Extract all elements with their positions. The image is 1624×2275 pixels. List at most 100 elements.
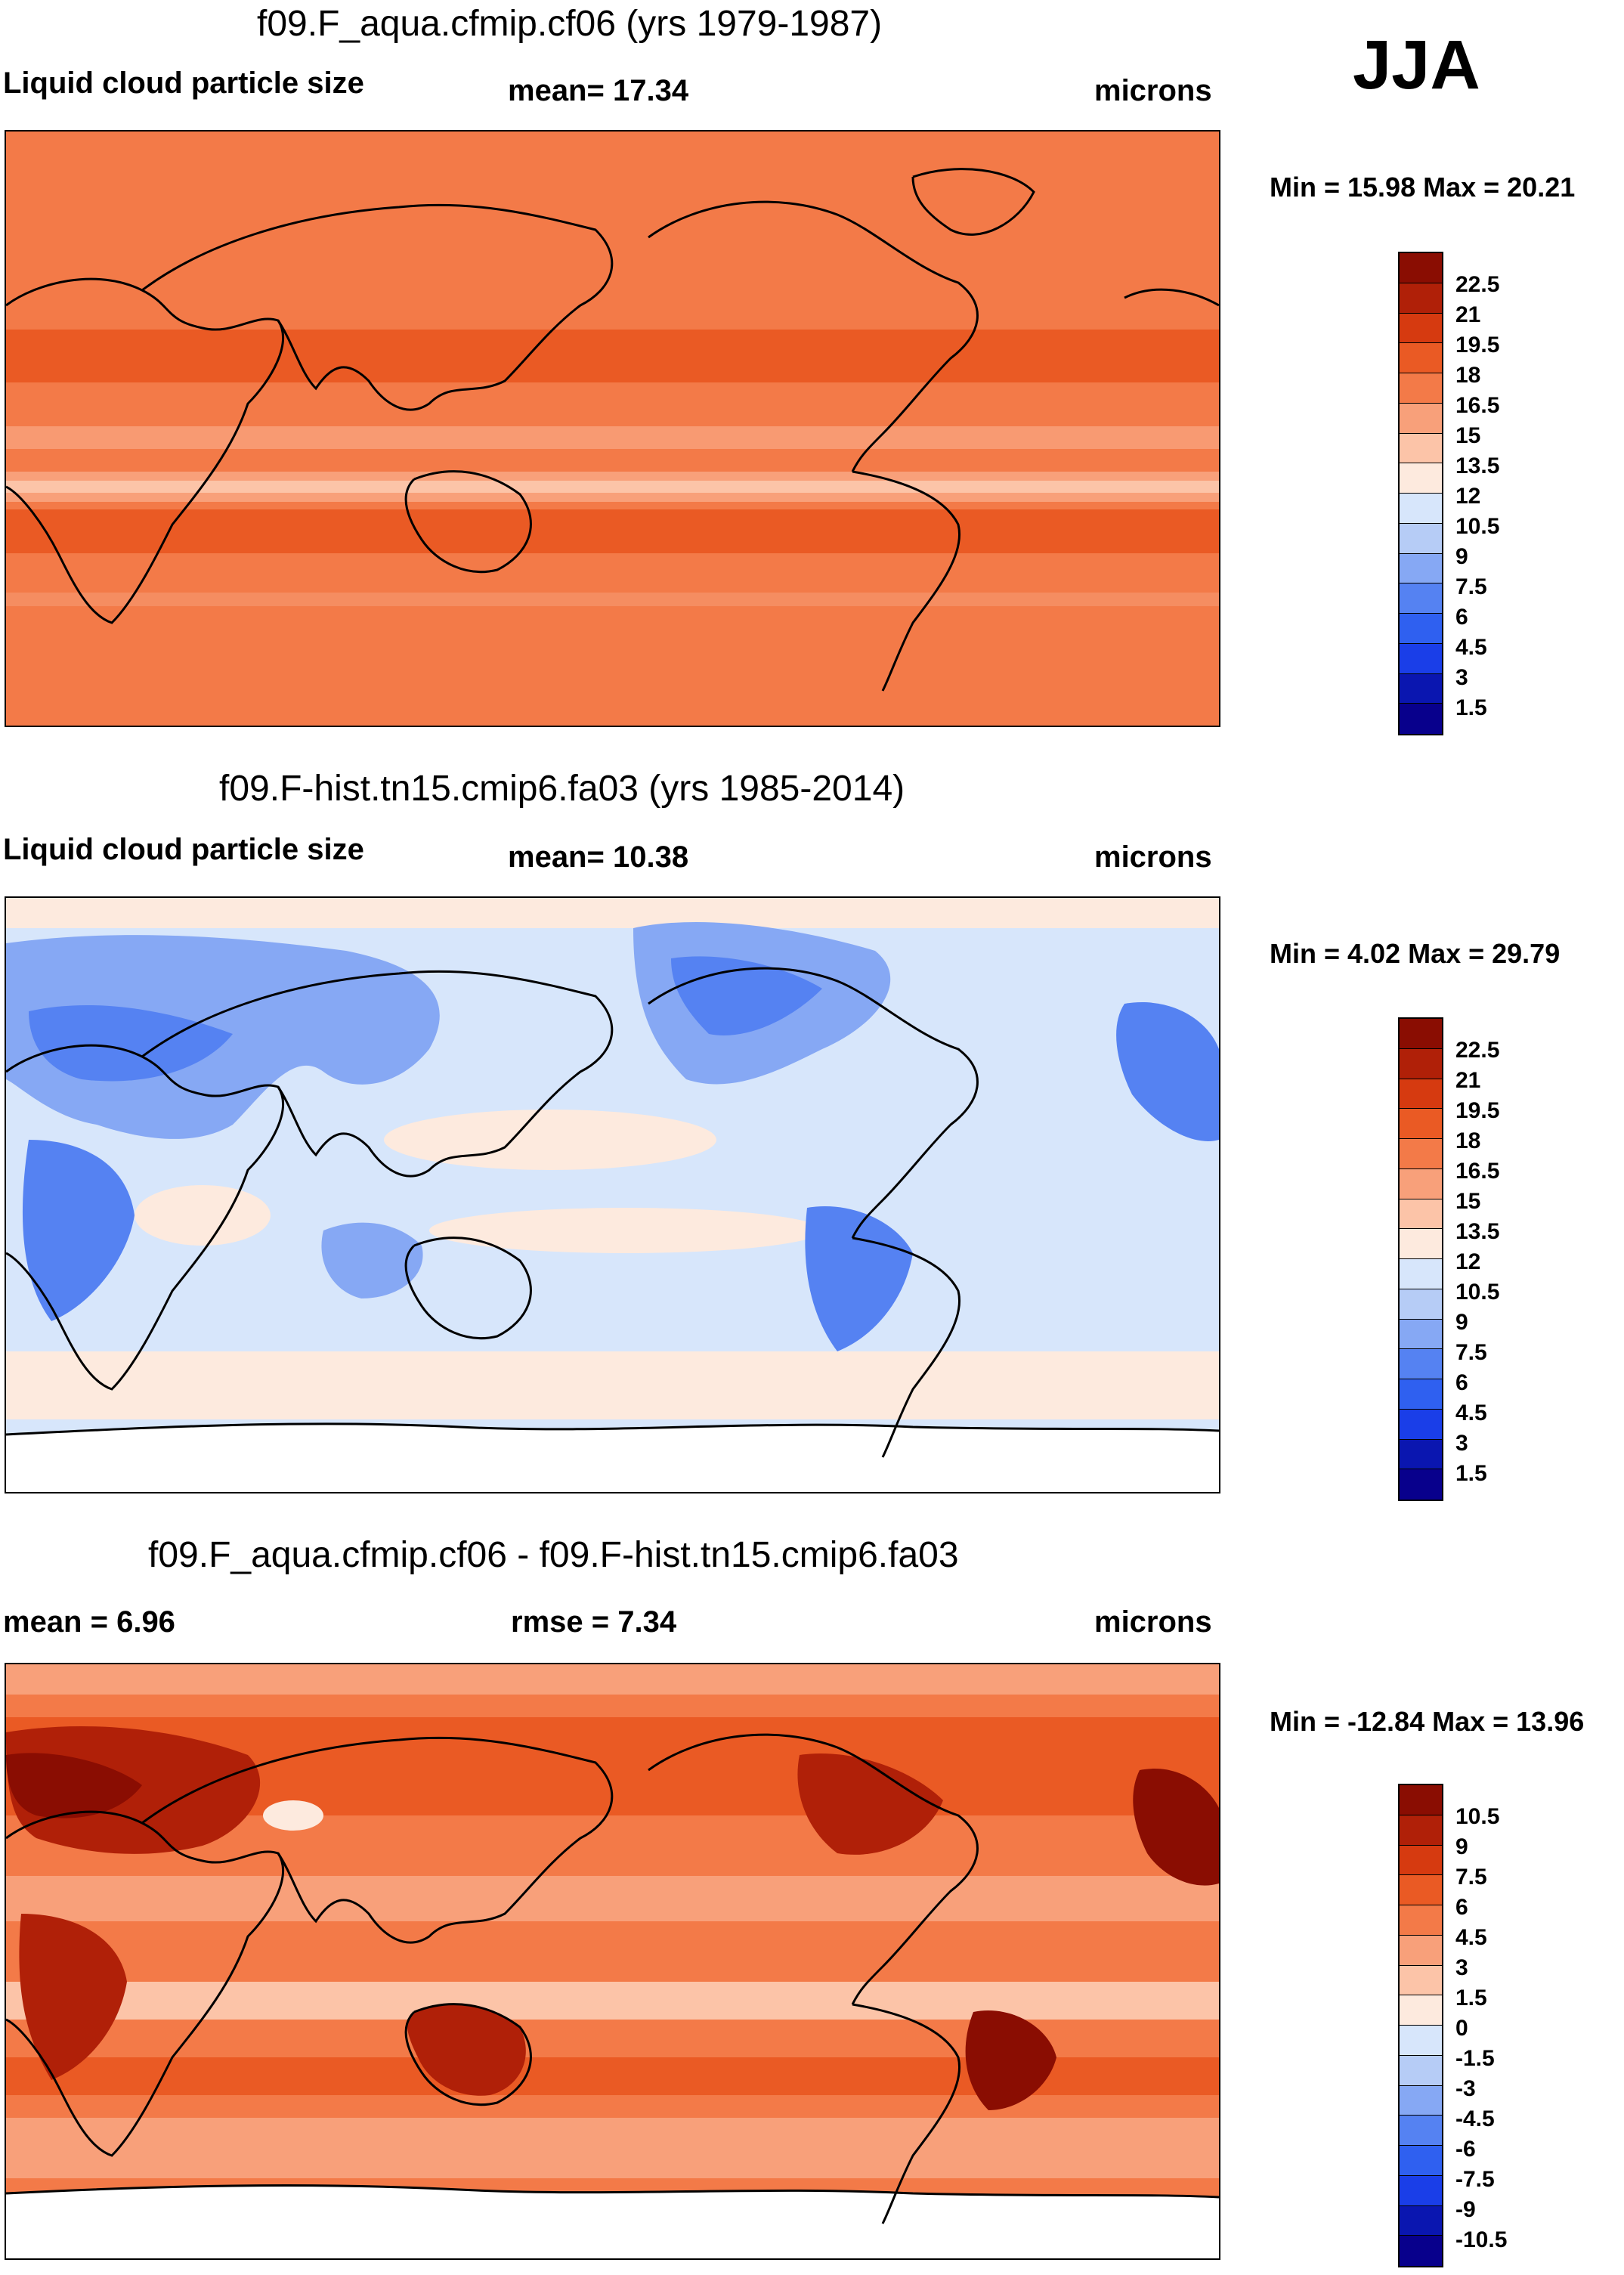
panel-3-coastlines — [6, 1733, 1219, 2224]
panel-1-coast-north-america — [648, 200, 979, 472]
panel-1-colorbar-tick: 7.5 — [1455, 574, 1487, 599]
panel-2-minmax-label: Min = 4.02 Max = 29.79 — [1270, 938, 1561, 969]
panel-2-variable-label: Liquid cloud particle size — [3, 833, 364, 866]
panel-1-colorbar-seg — [1400, 523, 1442, 554]
panel-3-colorbar-seg — [1400, 2085, 1442, 2116]
panel-3-colorbar-labels: 10.5 9 7.5 6 4.5 3 1.5 0 -1.5 -3 -4.5 -6… — [1455, 1784, 1546, 2267]
panel-1-coastlines — [6, 168, 1219, 692]
panel-1-coast-australia — [404, 470, 532, 574]
panel-1-colorbar-labels: 22.5 21 19.5 18 16.5 15 13.5 12 10.5 9 7… — [1455, 252, 1546, 735]
panel-1-mean-label: mean= 17.34 — [508, 74, 689, 107]
panel-3-band-eq-light — [6, 1982, 1219, 2020]
panel-2-colorbar-seg — [1400, 1349, 1442, 1379]
panel-3-colorbar-seg — [1400, 1965, 1442, 1996]
panel-2-colorbar-seg — [1400, 1079, 1442, 1110]
panel-1-variable-label: Liquid cloud particle size — [3, 67, 364, 100]
panel-2-colorbar-seg — [1400, 1019, 1442, 1049]
panel-2-colorbar-seg — [1400, 1109, 1442, 1139]
panel-2-mean-label: mean= 10.38 — [508, 840, 689, 874]
panel-3-red-namerica — [797, 1753, 943, 1855]
panel-1-colorbar-tick: 12 — [1455, 484, 1481, 509]
panel-3-minmax-label: Min = -12.84 Max = 13.96 — [1270, 1706, 1585, 1737]
panel-1-coast-africa-eurasia — [6, 277, 284, 624]
panel-3-colorbar-seg — [1400, 1935, 1442, 1966]
panel-2-colorbar-tick: 16.5 — [1455, 1159, 1500, 1184]
panel-3-colorbar-tick: 1.5 — [1455, 1986, 1487, 2010]
panel-1-units-label: microns — [1094, 74, 1212, 107]
panel-1-colorbar-seg — [1400, 704, 1442, 734]
panel-3-colorbar-seg — [1400, 2175, 1442, 2206]
panel-2-colorbar-tick: 19.5 — [1455, 1098, 1500, 1123]
panel-3-light-tibet — [263, 1800, 323, 1831]
panel-3-colorbar-seg — [1400, 1845, 1442, 1876]
panel-2-title: f09.F-hist.tn15.cmip6.fa03 (yrs 1985-201… — [219, 769, 905, 809]
panel-2-blue-eurasia-core — [29, 1004, 233, 1082]
panel-2-colorbar-tick: 22.5 — [1455, 1038, 1500, 1063]
panel-3-coast-africa-eurasia — [6, 1810, 284, 2157]
panel-1-colorbar-seg — [1400, 433, 1442, 464]
panel-1-colorbar-seg — [1400, 403, 1442, 434]
panel-3-colorbar-seg — [1400, 1815, 1442, 1846]
panel-1-colorbar — [1398, 252, 1443, 735]
panel-1-colorbar-seg — [1400, 643, 1442, 674]
panel-3-colorbar-seg — [1400, 2116, 1442, 2146]
panel-2-colorbar-tick: 6 — [1455, 1370, 1468, 1395]
panel-2-warm-patch-npac — [384, 1110, 716, 1170]
panel-2-colorbar-labels: 22.5 21 19.5 18 16.5 15 13.5 12 10.5 9 7… — [1455, 1017, 1546, 1501]
panel-2-colorbar-seg — [1400, 1229, 1442, 1259]
panel-1-colorbar-tick: 1.5 — [1455, 695, 1487, 720]
panel-3-units-label: microns — [1094, 1605, 1212, 1639]
panel-3-colorbar-tick: 3 — [1455, 1955, 1468, 1980]
panel-3-rmse-label: rmse = 7.34 — [511, 1605, 677, 1639]
panel-3-coast-antarctica — [6, 2184, 1219, 2199]
panel-3-colorbar-tick: -10.5 — [1455, 2227, 1508, 2252]
panel-2-coast-north-america — [648, 967, 979, 1239]
panel-2-colorbar-seg — [1400, 1319, 1442, 1350]
panel-2-coast-australia — [404, 1237, 532, 1340]
panel-2-warm-patch-indian — [135, 1185, 271, 1246]
panel-3-map — [5, 1663, 1220, 2260]
panel-3-colorbar-seg — [1400, 2236, 1442, 2266]
panel-2-colorbar-tick: 9 — [1455, 1310, 1468, 1335]
panel-2-coast-asia — [141, 970, 614, 1178]
panel-1-colorbar-tick: 6 — [1455, 605, 1468, 630]
season-label: JJA — [1353, 26, 1480, 104]
panel-2-warm-patch-spac — [429, 1208, 822, 1253]
panel-3-colorbar-tick: 7.5 — [1455, 1865, 1487, 1890]
panel-2-antarctica-white — [6, 1423, 1219, 1492]
panel-3-colorbar-tick: 0 — [1455, 2016, 1468, 2041]
panel-1-colorbar-seg — [1400, 673, 1442, 704]
panel-3-colorbar-tick: -9 — [1455, 2197, 1476, 2222]
panel-1-colorbar-tick: 19.5 — [1455, 333, 1500, 358]
panel-3-maroon-atlantic-east — [1133, 1769, 1219, 1886]
panel-2-colorbar-seg — [1400, 1048, 1442, 1079]
panel-1-colorbar-tick: 13.5 — [1455, 453, 1500, 478]
panel-1-colorbar-seg — [1400, 283, 1442, 314]
panel-1-band-nh-midlat — [6, 330, 1219, 382]
panel-3-colorbar-tick: -3 — [1455, 2076, 1476, 2101]
panel-2-coast-antarctica — [6, 1422, 1219, 1436]
panel-2-colorbar-tick: 3 — [1455, 1431, 1468, 1456]
panel-2-coast-south-america — [852, 1237, 960, 1458]
panel-1-band-equator-inner — [6, 481, 1219, 493]
panel-2-colorbar-seg — [1400, 1289, 1442, 1320]
panel-2-blue-atlantic-east — [1116, 1002, 1219, 1141]
panel-2-colorbar-seg — [1400, 1139, 1442, 1169]
panel-3-colorbar-seg — [1400, 2026, 1442, 2056]
panel-2-colorbar-seg — [1400, 1379, 1442, 1410]
panel-2-colorbar-seg — [1400, 1199, 1442, 1230]
panel-2-colorbar-tick: 13.5 — [1455, 1219, 1500, 1244]
panel-2-colorbar-tick: 15 — [1455, 1189, 1481, 1214]
panel-1-colorbar-tick: 10.5 — [1455, 514, 1500, 539]
panel-3-band-high — [6, 1664, 1219, 1695]
panel-2-colorbar-tick: 21 — [1455, 1068, 1481, 1093]
panel-2-coastlines — [6, 967, 1219, 1458]
panel-3-colorbar-seg — [1400, 2146, 1442, 2176]
panel-3-band-tropic-light — [6, 1876, 1219, 1921]
panel-1-colorbar-seg — [1400, 253, 1442, 283]
panel-3-colorbar-tick: -4.5 — [1455, 2106, 1495, 2131]
panel-3-coast-australia — [404, 2003, 532, 2106]
panel-1-minmax-label: Min = 15.98 Max = 20.21 — [1270, 172, 1576, 203]
panel-3-colorbar-tick: -7.5 — [1455, 2167, 1495, 2192]
panel-1-coast-europe-east — [1124, 288, 1219, 307]
